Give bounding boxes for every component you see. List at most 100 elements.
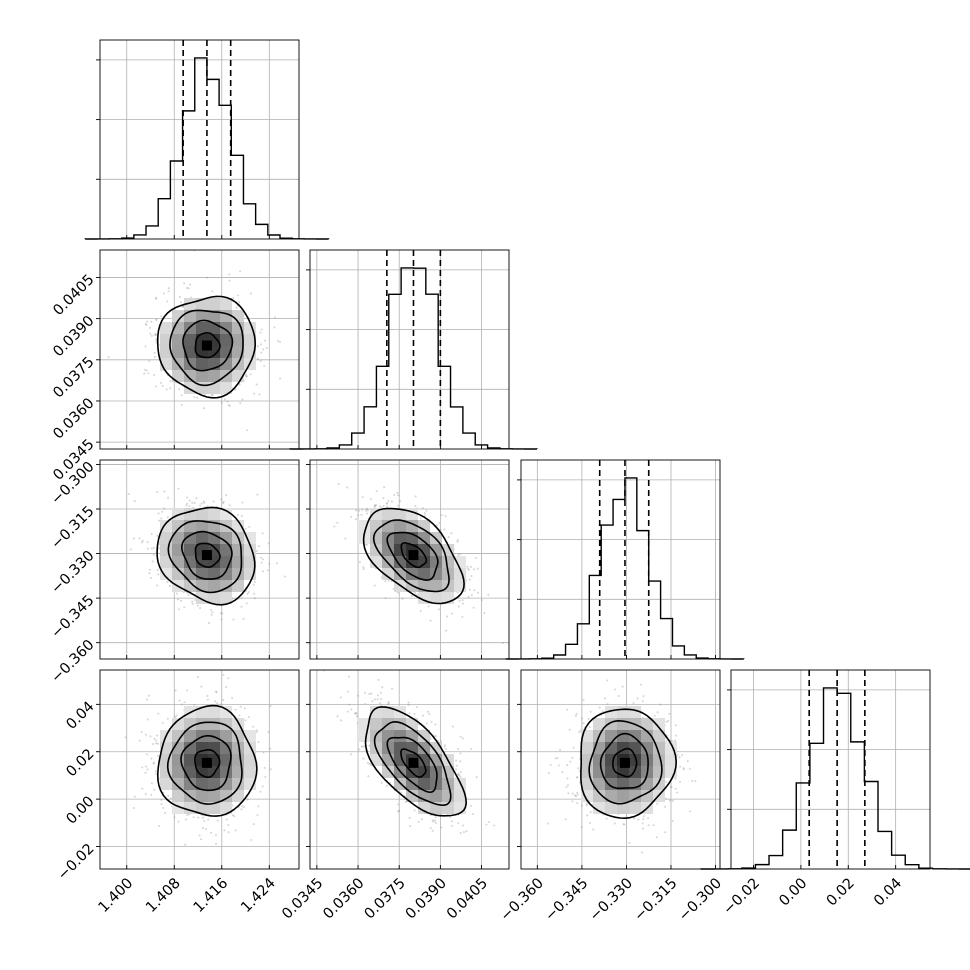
scatter-point: [180, 599, 183, 603]
density-frame-3-2: [520, 669, 721, 870]
scatter-point: [437, 608, 440, 611]
scatter-point: [556, 757, 559, 760]
scatter-point: [150, 757, 153, 760]
scatter-point: [210, 613, 213, 616]
density-cell: [232, 790, 244, 802]
scatter-point: [455, 764, 458, 767]
histogram-step-line: [505, 477, 745, 660]
y-tick-label: −0.330: [48, 548, 97, 597]
scatter-point: [219, 703, 223, 706]
scatter-point: [150, 576, 153, 579]
scatter-point: [269, 768, 272, 771]
scatter-point: [355, 712, 358, 715]
scatter-point: [659, 703, 662, 706]
scatter-point: [574, 714, 577, 717]
scatter-point: [200, 838, 203, 841]
scatter-point: [157, 755, 160, 758]
x-tick-label: 0.0390: [403, 875, 450, 922]
scatter-point: [263, 364, 266, 368]
scatter-point: [420, 818, 423, 821]
scatter-point: [434, 723, 437, 726]
scatter-point: [236, 513, 240, 517]
scatter-point: [671, 799, 674, 803]
contour-lines: [156, 704, 258, 817]
density-cell: [244, 556, 256, 568]
density-cell: [581, 778, 593, 790]
scatter-point: [234, 708, 237, 711]
contour-level-1.5: [588, 719, 663, 805]
scatter-point: [557, 764, 560, 767]
scatter-point: [668, 712, 671, 715]
scatter-point: [450, 612, 453, 615]
panel-grid-3-2: [517, 670, 720, 869]
scatter-point: [585, 802, 588, 805]
scatter-point: [167, 287, 170, 290]
scatter-point: [245, 602, 249, 605]
scatter-point: [233, 815, 236, 818]
scatter-point: [396, 810, 400, 813]
scatter-point: [473, 589, 476, 592]
scatter-point: [472, 813, 475, 816]
density-cell: [370, 508, 382, 520]
scatter-point: [564, 818, 567, 821]
scatter-point: [220, 618, 223, 621]
scatter-point: [450, 820, 454, 823]
density-cell: [430, 580, 442, 592]
scatter-point: [256, 814, 259, 817]
scatter-point: [642, 815, 645, 818]
scatter-point: [140, 730, 143, 734]
density-cell: [641, 742, 653, 754]
density-cell: [593, 754, 605, 766]
scatter-point: [362, 757, 365, 760]
contour-lines: [156, 506, 256, 606]
scatter-point: [244, 719, 247, 722]
density-cell: [382, 508, 394, 520]
scatter-point: [444, 514, 447, 518]
scatter-point: [132, 537, 136, 540]
scatter-point: [256, 357, 259, 360]
contour-lines: [362, 507, 465, 605]
scatter-point: [165, 388, 168, 391]
x-tick-label: 0.04: [871, 875, 905, 909]
histogram-1: [289, 250, 538, 450]
scatter-point: [156, 584, 159, 587]
y-tick-label: 0.04: [64, 699, 98, 733]
y-tick-labels-3: −0.02 0.00 0.02 0.04: [55, 699, 98, 884]
scatter-point: [386, 505, 389, 508]
scatter-point: [421, 507, 424, 510]
scatter-point: [197, 816, 200, 819]
scatter-point: [228, 273, 231, 276]
density-cell: [220, 706, 232, 718]
density-cell: [629, 730, 641, 742]
scatter-point: [173, 816, 176, 819]
density-cell: [454, 790, 466, 802]
scatter-point: [549, 763, 552, 766]
scatter-point: [585, 804, 588, 807]
scatter-point: [144, 771, 147, 774]
contour-level-1.5: [166, 721, 243, 805]
y-tick-label: 0.0375: [50, 354, 97, 401]
density-cell: [593, 802, 605, 814]
density-cell: [232, 580, 244, 592]
scatter-point: [157, 712, 160, 715]
scatter-point: [637, 818, 640, 821]
density-panel-1-0: [107, 250, 282, 432]
scatter-point: [440, 514, 443, 517]
scatter-point: [373, 584, 376, 587]
contour-level-1: [599, 732, 649, 790]
density-cell: [370, 718, 382, 730]
density-cell: [184, 778, 196, 790]
scatter-point: [399, 500, 402, 503]
scatter-point: [207, 818, 210, 821]
scatter-point: [456, 540, 459, 543]
scatter-point: [456, 591, 459, 594]
density-cell: [641, 730, 653, 742]
scatter-point: [148, 572, 151, 575]
density-cell: [593, 790, 605, 802]
scatter-point: [238, 714, 241, 717]
density-cell: [370, 556, 382, 568]
scatter-point: [682, 768, 685, 771]
scatter-point: [151, 743, 155, 746]
scatter-point: [192, 816, 195, 819]
scatter-point: [200, 685, 203, 688]
